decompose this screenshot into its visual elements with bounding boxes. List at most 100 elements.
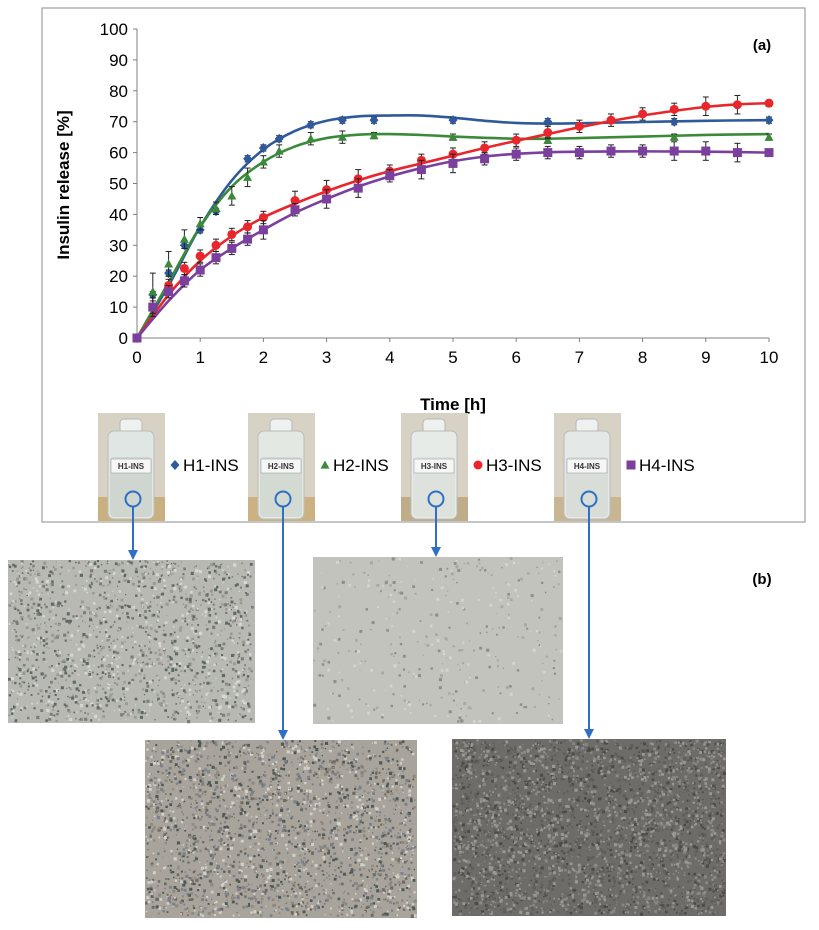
x-tick-label: 6 [511, 348, 520, 367]
h1-ins-point [448, 115, 458, 126]
micrograph-h4 [452, 739, 726, 916]
h2-ins-legend-label: H2-INS [333, 456, 389, 475]
y-tick-label: 50 [109, 175, 128, 194]
h2-ins-point [764, 132, 774, 141]
h4-ins-point [638, 146, 648, 156]
micrograph-texture [145, 740, 416, 916]
h4-ins-point [543, 148, 553, 158]
vial-sample-circle [274, 490, 292, 508]
h3-ins-point [480, 143, 490, 153]
h4-ins-series [132, 141, 774, 343]
h3-ins-point [543, 128, 553, 138]
y-tick-label: 10 [109, 298, 128, 317]
h4-ins-point [132, 333, 142, 343]
x-tick-label: 7 [575, 348, 584, 367]
micrograph-h2 [145, 740, 417, 918]
micrograph-texture [452, 739, 726, 916]
h4-ins-point [701, 146, 711, 156]
h4-ins-point [574, 148, 584, 158]
micrograph-texture [8, 560, 253, 723]
y-axis-title: Insulin release [%] [54, 110, 73, 259]
x-tick-label: 5 [448, 348, 457, 367]
h4-ins-point [227, 243, 237, 253]
data-points [132, 94, 774, 343]
vial-sticker [566, 458, 608, 474]
h3-ins-point [290, 195, 300, 205]
h1-ins-point [369, 115, 379, 126]
h3-ins-point [258, 212, 268, 222]
x-tick-label: 4 [385, 348, 394, 367]
vial-sticker-text: H2-INS [268, 462, 295, 471]
vial-sticker [413, 458, 455, 474]
h3-ins-point [638, 109, 648, 119]
h2-ins-series [132, 130, 774, 342]
h3-ins-point [227, 229, 237, 239]
h4-ins-point [322, 194, 332, 204]
h2-ins-point [243, 172, 253, 181]
h4-ins-point [353, 183, 363, 193]
chart-legend: H1-INS H1-INS H2-INS H2-INS H3-INS H3-INS H4-I… [98, 413, 695, 521]
x-tick-label: 0 [132, 348, 141, 367]
micrograph-h3 [313, 557, 563, 724]
h1-ins-point [243, 153, 253, 164]
h4-ins-point [732, 148, 742, 158]
micrograph-background [452, 739, 726, 916]
h3-ins-point [764, 98, 774, 108]
y-tick-label: 60 [109, 144, 128, 163]
x-tick-label: 8 [638, 348, 647, 367]
h2-ins-point [669, 132, 679, 141]
h4-ins-legend-marker [626, 460, 636, 470]
h2-ins-point [448, 132, 458, 141]
h2-ins-point [543, 135, 553, 144]
vial-sticker [110, 458, 152, 474]
h2-ins-point [369, 131, 379, 140]
h1-ins-legend-marker [170, 460, 180, 470]
h4-ins-point [416, 165, 426, 175]
connector-arrow-head [584, 729, 594, 739]
h2-ins-point [195, 219, 205, 228]
h1-ins-point [764, 115, 774, 126]
h4-ins-point [480, 154, 490, 164]
micrograph-texture [145, 740, 417, 917]
h2-ins-point [258, 157, 268, 166]
x-axis-title: Time [h] [420, 395, 486, 414]
micrograph-texture [452, 739, 726, 916]
y-tick-label: 40 [109, 205, 128, 224]
micrograph-h1 [7, 560, 255, 724]
h3-ins-point [732, 100, 742, 110]
connector-arrow-head [278, 730, 288, 740]
h2-ins-point [227, 191, 237, 200]
h2-ins-point [211, 203, 221, 212]
y-tick-label: 20 [109, 267, 128, 286]
h4-ins-vial-photo: H4-INS [554, 413, 621, 521]
y-tick-label: 30 [109, 236, 128, 255]
h3-ins-point [243, 222, 253, 232]
h1-ins-point [306, 119, 316, 130]
h4-ins-point [385, 171, 395, 181]
h1-ins-point [669, 116, 679, 127]
h4-ins-point [243, 234, 253, 244]
micrograph-texture [452, 739, 726, 916]
h4-ins-point [164, 287, 174, 297]
h3-ins-point [669, 104, 679, 114]
h2-ins-point [337, 132, 347, 141]
micrograph-texture [452, 739, 726, 915]
h3-ins-series [132, 94, 774, 343]
h1-ins-point [337, 115, 347, 126]
h2-ins-vial-photo: H2-INS [248, 413, 315, 521]
h4-ins-point [448, 158, 458, 168]
x-tick-label: 1 [195, 348, 204, 367]
vial-sticker-text: H1-INS [118, 462, 145, 471]
y-tick-label: 80 [109, 82, 128, 101]
h1-ins-point [258, 142, 268, 153]
vial-sample-circle [580, 490, 598, 508]
x-tick-label: 10 [760, 348, 779, 367]
h2-ins-fit-curve [135, 132, 770, 339]
h2-ins-point [164, 259, 174, 268]
y-tick-label: 90 [109, 51, 128, 70]
h3-ins-point [179, 263, 189, 273]
vial-sample-circle [427, 490, 445, 508]
h3-ins-point [511, 135, 521, 145]
